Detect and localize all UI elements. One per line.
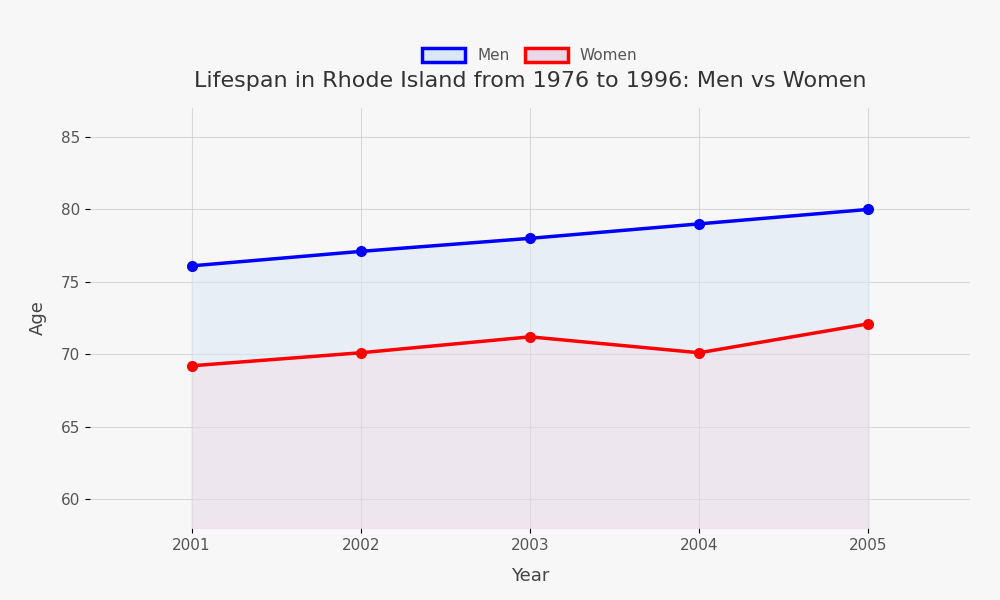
- Legend: Men, Women: Men, Women: [415, 40, 645, 71]
- Y-axis label: Age: Age: [29, 301, 47, 335]
- Title: Lifespan in Rhode Island from 1976 to 1996: Men vs Women: Lifespan in Rhode Island from 1976 to 19…: [194, 71, 866, 91]
- X-axis label: Year: Year: [511, 566, 549, 584]
